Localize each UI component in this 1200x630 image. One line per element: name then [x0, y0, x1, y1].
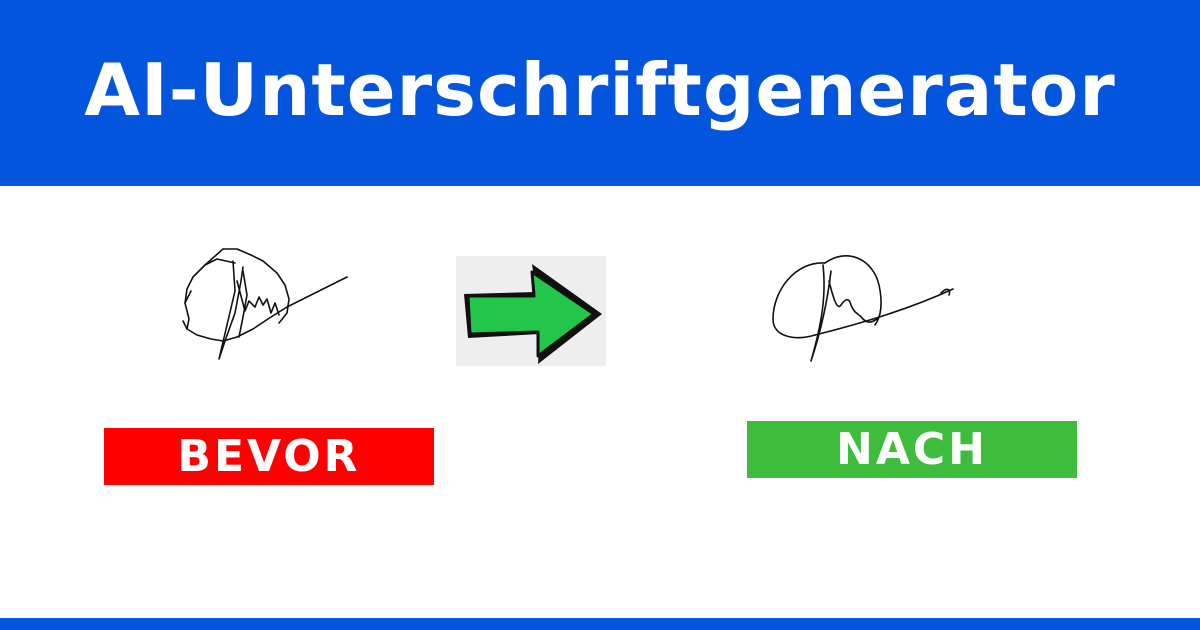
header-banner: AI-Unterschriftgenerator — [0, 0, 1200, 186]
comparison-area: BEVOR NACH — [0, 186, 1200, 618]
before-label: BEVOR — [104, 428, 434, 485]
page-title: AI-Unterschriftgenerator — [84, 48, 1116, 132]
arrow-panel — [456, 256, 606, 366]
signature-after-image — [772, 254, 954, 362]
right-arrow-icon — [464, 264, 602, 364]
footer-bar — [0, 618, 1200, 630]
signature-before-image — [182, 248, 348, 360]
after-label: NACH — [747, 421, 1077, 478]
